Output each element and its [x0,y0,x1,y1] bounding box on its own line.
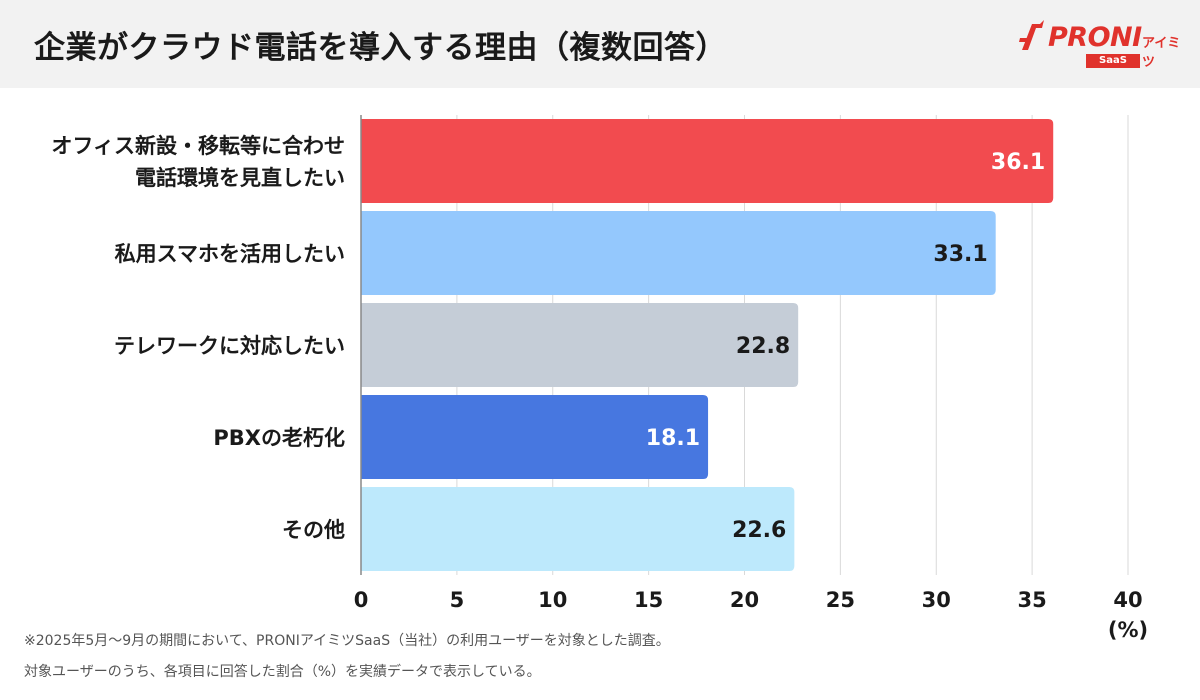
bar-3 [361,303,799,387]
x-tick-label-10: 10 [538,588,567,612]
data-label-2: 33.1 [933,242,987,267]
logo-brand-text: PRONI [1048,22,1142,53]
data-label-3: 22.8 [736,334,790,359]
logo-saas-badge: SaaS [1086,54,1140,68]
category-label-3-line-1: テレワークに対応したい [114,334,345,358]
logo-sub-text: アイミツ [1142,36,1181,70]
x-axis-unit: (%) [1108,618,1148,642]
x-tick-label-15: 15 [634,588,663,612]
x-tick-label-40: 40 [1113,588,1142,612]
proni-logo: PRONI アイミツ SaaS [1018,16,1183,72]
data-label-1: 36.1 [991,150,1045,175]
proni-logo-mark-icon [1019,20,1044,50]
bar-4 [361,395,709,479]
x-tick-label-35: 35 [1018,588,1047,612]
x-tick-label-30: 30 [922,588,951,612]
x-tick-label-5: 5 [450,588,465,612]
category-label-1-line-2: 電話環境を見直したい [135,166,345,190]
x-tick-label-25: 25 [826,588,855,612]
category-label-4-line-1: PBXの老朽化 [213,426,345,450]
data-label-5: 22.6 [732,518,786,543]
category-label-5-line-1: その他 [282,518,345,542]
x-tick-label-0: 0 [354,588,369,612]
data-label-4: 18.1 [646,426,700,451]
footnote-2: 対象ユーザーのうち、各項目に回答した割合（%）を実績データで表示している。 [24,664,541,680]
header-band: 企業がクラウド電話を導入する理由（複数回答） PRONI アイミツ SaaS [0,0,1200,88]
x-tick-label-20: 20 [730,588,759,612]
bar-5 [361,487,795,571]
category-label-2-line-1: 私用スマホを活用したい [115,242,345,266]
footnote-1: ※2025年5月〜9月の期間において、PRONIアイミツSaaS（当社）の利用ユ… [24,633,670,649]
bar-2 [361,211,996,295]
chart-title: 企業がクラウド電話を導入する理由（複数回答） [34,30,727,66]
bar-1 [361,119,1054,203]
category-label-1-line-1: オフィス新設・移転等に合わせ [51,134,345,158]
